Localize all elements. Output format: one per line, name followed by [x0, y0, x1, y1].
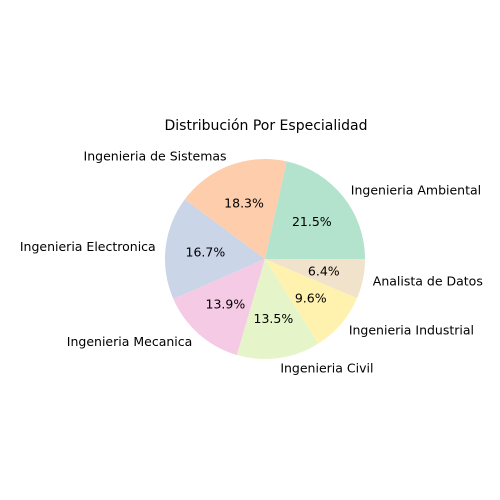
pct-label-2: 16.7% [186, 245, 226, 260]
chart-title: Distribución Por Especialidad [165, 118, 368, 134]
category-label-3: Ingenieria Mecanica [67, 334, 193, 349]
pie-slice-5 [265, 259, 358, 344]
pie-slice-4 [236, 259, 319, 360]
category-label-2: Ingenieria Electronica [20, 239, 156, 254]
pct-label-5: 9.6% [295, 290, 327, 305]
pie-slices [164, 159, 365, 360]
category-label-6: Analista de Datos [373, 273, 483, 288]
pie-slice-0 [265, 161, 365, 259]
pie-slice-6 [265, 259, 365, 299]
category-label-0: Ingenieria Ambiental [351, 183, 481, 198]
pie-slice-3 [173, 259, 265, 355]
pct-label-1: 18.3% [224, 195, 264, 210]
category-label-4: Ingenieria Civil [280, 360, 373, 375]
pct-label-3: 13.9% [206, 297, 246, 312]
percentage-labels: 21.5% 18.3% 16.7% 13.9% 13.5%9.6% 6.4% [186, 195, 340, 326]
category-label-5: Ingenieria Industrial [349, 323, 474, 338]
pie-slice-2 [164, 199, 265, 300]
pct-label-6: 6.4% [308, 263, 340, 278]
pie-slice-1 [184, 159, 287, 259]
pct-label-0: 21.5% [292, 214, 332, 229]
category-label-1: Ingenieria de Sistemas [84, 148, 227, 163]
category-labels: Ingenieria Ambiental Ingenieria de Sistem… [20, 148, 483, 375]
pct-label-4: 13.5% [254, 311, 294, 326]
